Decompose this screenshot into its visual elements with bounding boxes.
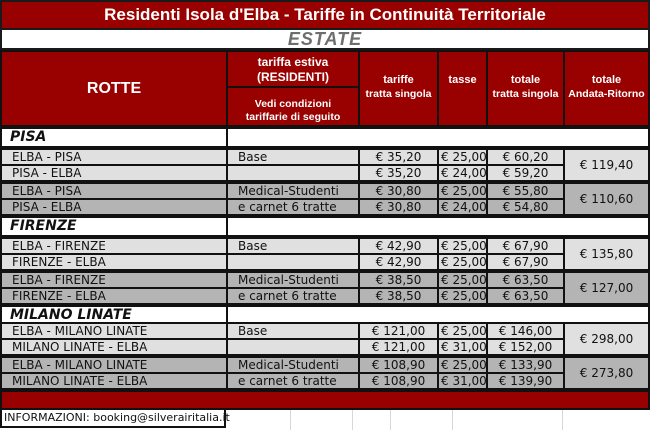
totale-cell: € 67,90 (486, 237, 565, 255)
tariffa-cell: € 42,90 (358, 253, 439, 271)
fare-type-cell (226, 164, 360, 182)
tariffa-cell: € 30,80 (358, 198, 439, 216)
header-tariffa-line2: (RESIDENTI) (257, 70, 329, 84)
group-header-blank (226, 216, 650, 237)
totale-cell: € 133,90 (486, 356, 565, 374)
header-totale: totale tratta singola (486, 50, 565, 127)
route-cell: PISA - ELBA (0, 164, 228, 182)
total-ar-cell: € 127,00 (563, 271, 650, 305)
fare-type-cell: e carnet 6 tratte (226, 198, 360, 216)
tasse-cell: € 31,00 (437, 338, 488, 356)
grid-line (290, 410, 291, 430)
tariffa-cell: € 42,90 (358, 237, 439, 255)
grid-line (352, 410, 353, 430)
header-note-line1: Vedi condizioni (254, 98, 332, 110)
header-totale-line2: tratta singola (492, 88, 559, 100)
totale-cell: € 59,20 (486, 164, 565, 182)
header-tariffe-line2: tratta singola (365, 88, 432, 100)
tasse-cell: € 24,00 (437, 198, 488, 216)
route-cell: FIRENZE - ELBA (0, 253, 228, 271)
tasse-cell: € 24,00 (437, 164, 488, 182)
totale-cell: € 54,80 (486, 198, 565, 216)
tariffa-cell: € 108,90 (358, 372, 439, 390)
tasse-cell: € 31,00 (437, 372, 488, 390)
header-tasse: tasse (437, 50, 488, 127)
season-label: ESTATE (0, 30, 650, 50)
header-tariffa-estiva: tariffa estiva (RESIDENTI) (226, 50, 360, 88)
grid-line (452, 410, 453, 430)
total-ar-cell: € 110,60 (563, 182, 650, 216)
route-cell: MILANO LINATE - ELBA (0, 372, 228, 390)
totale-cell: € 146,00 (486, 322, 565, 340)
total-ar-cell: € 298,00 (563, 322, 650, 356)
tariffa-cell: € 38,50 (358, 287, 439, 305)
header-tariffe-line1: tariffe (383, 74, 414, 86)
header-tariffa-line1: tariffa estiva (257, 55, 329, 69)
header-tariffa-note: Vedi condizioni tariffarie di seguito (226, 86, 360, 127)
footer-bar (0, 390, 650, 410)
group-header-pisa: PISA (0, 127, 228, 148)
grid-line (562, 410, 563, 430)
tasse-cell: € 25,00 (437, 253, 488, 271)
route-cell: MILANO LINATE - ELBA (0, 338, 228, 356)
header-totale-ar: totale Andata-Ritorno (563, 50, 650, 127)
header-tariffe: tariffe tratta singola (358, 50, 439, 127)
tariffa-cell: € 121,00 (358, 338, 439, 356)
totale-cell: € 139,90 (486, 372, 565, 390)
total-ar-cell: € 135,80 (563, 237, 650, 271)
tariffa-cell: € 30,80 (358, 182, 439, 200)
table-title: Residenti Isola d'Elba - Tariffe in Cont… (0, 0, 650, 30)
tasse-cell: € 25,00 (437, 287, 488, 305)
group-header-firenze: FIRENZE (0, 216, 228, 237)
info-contact: INFORMAZIONI: booking@silverairitalia.it (0, 410, 230, 428)
fare-type-cell (226, 338, 360, 356)
tariffa-cell: € 35,20 (358, 164, 439, 182)
header-totale-ar-line1: totale (591, 74, 622, 86)
fare-type-cell: e carnet 6 tratte (226, 287, 360, 305)
route-cell: ELBA - PISA (0, 182, 228, 200)
totale-cell: € 152,00 (486, 338, 565, 356)
totale-cell: € 67,90 (486, 253, 565, 271)
grid-line (390, 410, 391, 430)
header-note-line2: tariffarie di seguito (245, 111, 341, 123)
totale-cell: € 63,50 (486, 287, 565, 305)
header-rotte: ROTTE (0, 50, 228, 127)
fare-type-cell (226, 253, 360, 271)
header-rotte-label: ROTTE (86, 79, 142, 97)
group-header-blank (226, 127, 650, 148)
route-cell: FIRENZE - ELBA (0, 287, 228, 305)
header-totale-ar-line2: Andata-Ritorno (568, 88, 645, 100)
header-totale-line1: totale (510, 74, 541, 86)
header-tasse-label: tasse (448, 74, 477, 86)
route-cell: PISA - ELBA (0, 198, 228, 216)
fare-type-cell: e carnet 6 tratte (226, 372, 360, 390)
total-ar-cell: € 119,40 (563, 148, 650, 182)
total-ar-cell: € 273,80 (563, 356, 650, 390)
